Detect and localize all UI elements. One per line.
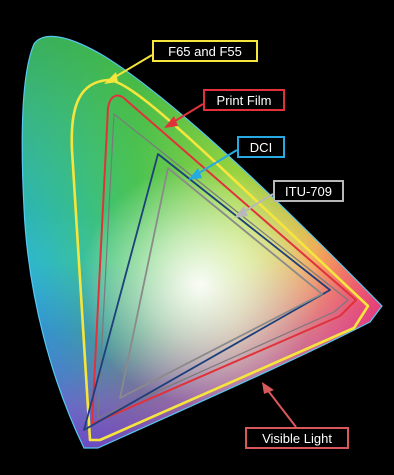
print-film-gamut [91,94,357,425]
visible-light-locus [21,35,383,449]
print-film-inner [97,113,349,419]
dci-gamut [83,153,331,431]
dci-label: DCI [237,136,285,158]
visible-light-label: Visible Light [245,427,349,449]
f65-f55-label: F65 and F55 [152,40,258,62]
visible-light-arrow [262,382,297,428]
itu709-label: ITU-709 [273,180,344,202]
itu709-gamut [119,167,323,399]
print-film-label: Print Film [203,89,285,111]
dci-arrow [188,149,238,180]
f65-arrow [104,54,153,84]
print-film-arrow [164,103,204,128]
itu709-arrow [234,193,274,218]
